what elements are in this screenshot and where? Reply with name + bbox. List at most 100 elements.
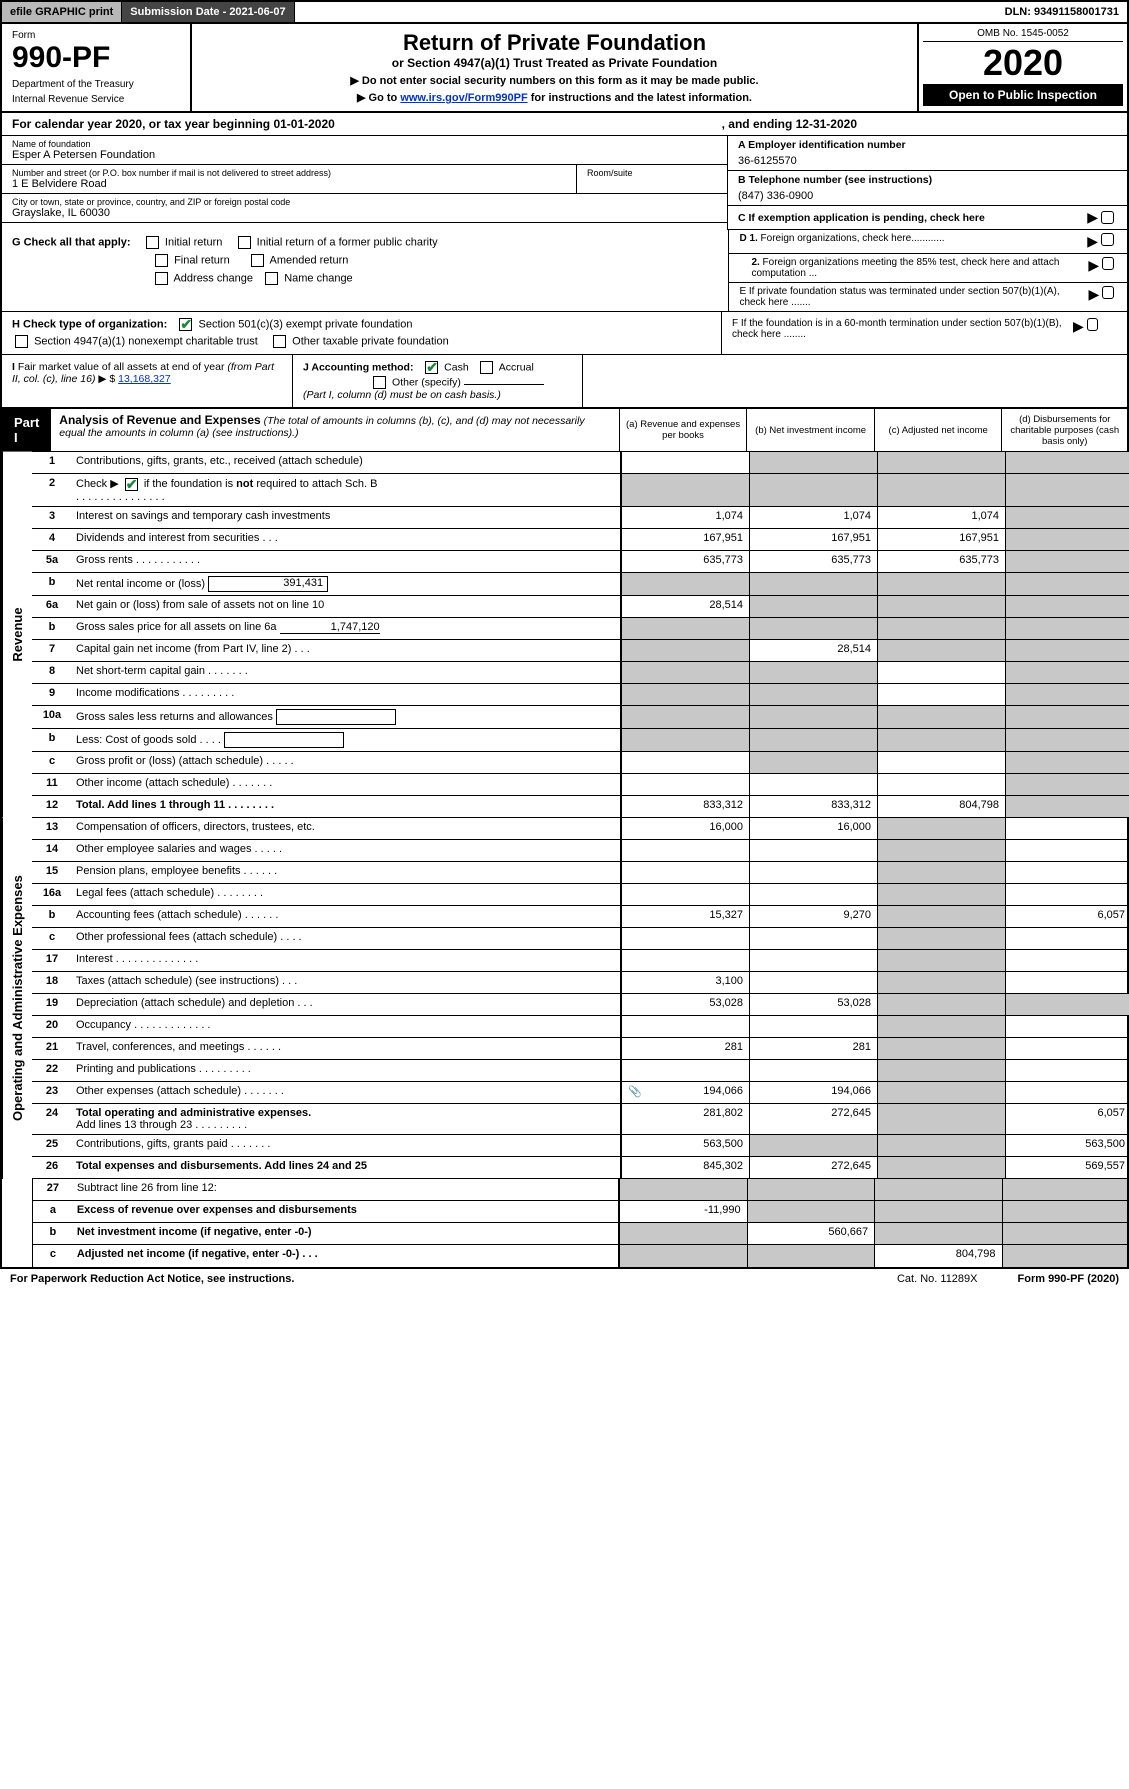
amended-checkbox[interactable] [251, 254, 264, 267]
r2-pre: Check ▶ [76, 478, 122, 490]
row-10b: b Less: Cost of goods sold . . . . [32, 729, 1129, 752]
initial-former-checkbox[interactable] [238, 236, 251, 249]
r12-text: Total. Add lines 1 through 11 . . . . . … [76, 799, 274, 811]
row-desc: Occupancy . . . . . . . . . . . . . [72, 1016, 621, 1037]
row-num: b [32, 729, 72, 751]
goto-post: for instructions and the latest informat… [528, 92, 752, 104]
goto-note: ▶ Go to www.irs.gov/Form990PF for instru… [204, 91, 905, 104]
other-taxable-checkbox[interactable] [273, 335, 286, 348]
cell-a: 845,302 [621, 1157, 749, 1178]
f-checkbox[interactable] [1087, 318, 1098, 331]
cell-b: 16,000 [749, 818, 877, 839]
row-num: 20 [32, 1016, 72, 1037]
row-12: 12 Total. Add lines 1 through 11 . . . .… [32, 796, 1129, 818]
r2-post: if the foundation is not required to att… [141, 478, 378, 490]
cell-c: 635,773 [877, 551, 1005, 572]
cell-b: 1,074 [749, 507, 877, 528]
header-left: Form 990-PF Department of the Treasury I… [2, 24, 192, 111]
row-desc: Other employee salaries and wages . . . … [72, 840, 621, 861]
cell-b: 28,514 [749, 640, 877, 661]
irs-label: Internal Revenue Service [12, 94, 180, 105]
irs-link[interactable]: www.irs.gov/Form990PF [400, 92, 527, 104]
row-num: 10a [32, 706, 72, 728]
row-num: 17 [32, 950, 72, 971]
fmv-link[interactable]: 13,168,327 [118, 373, 171, 385]
row-desc: Dividends and interest from securities .… [72, 529, 621, 550]
name-change-checkbox[interactable] [265, 272, 278, 285]
addr-label: Number and street (or P.O. box number if… [12, 168, 566, 178]
expenses-section: Operating and Administrative Expenses 13… [2, 818, 1127, 1179]
cash-checkbox[interactable] [425, 361, 438, 374]
part1-title: Analysis of Revenue and Expenses (The to… [51, 409, 618, 451]
final-return-checkbox[interactable] [155, 254, 168, 267]
row-5a: 5a Gross rents . . . . . . . . . . . 635… [32, 551, 1129, 573]
row-num: 26 [32, 1157, 72, 1178]
phone-value: (847) 336-0900 [738, 190, 1117, 202]
row-num: 23 [32, 1082, 72, 1103]
cell-a: 833,312 [621, 796, 749, 817]
address: 1 E Belvidere Road [12, 178, 566, 190]
row-desc: Legal fees (attach schedule) . . . . . .… [72, 884, 621, 905]
cell-b: 9,270 [749, 906, 877, 927]
r27c-b: Adjusted net income (if negative, enter … [77, 1248, 318, 1260]
row-desc: Capital gain net income (from Part IV, l… [72, 640, 621, 661]
row-21: 21 Travel, conferences, and meetings . .… [32, 1038, 1129, 1060]
row-num: 13 [32, 818, 72, 839]
sch-b-checkbox[interactable] [125, 478, 138, 491]
4947-checkbox[interactable] [15, 335, 28, 348]
row-desc: Subtract line 26 from line 12: [73, 1179, 619, 1200]
form-subtitle: or Section 4947(a)(1) Trust Treated as P… [204, 56, 905, 70]
paperwork-notice: For Paperwork Reduction Act Notice, see … [10, 1273, 294, 1285]
501c3-checkbox[interactable] [179, 318, 192, 331]
row-16b: b Accounting fees (attach schedule) . . … [32, 906, 1129, 928]
row-desc: Total operating and administrative expen… [72, 1104, 621, 1134]
form-label: Form [12, 30, 180, 41]
accrual-checkbox[interactable] [480, 361, 493, 374]
cell-a: 3,100 [621, 972, 749, 993]
row-desc: Adjusted net income (if negative, enter … [73, 1245, 619, 1267]
e-checkbox[interactable] [1102, 286, 1114, 299]
row-num: 27 [33, 1179, 73, 1200]
cell-a: 15,327 [621, 906, 749, 927]
info-grid: Name of foundation Esper A Petersen Foun… [0, 136, 1129, 230]
section-d: D 1. Foreign organizations, check here..… [728, 230, 1127, 311]
row-27c: c Adjusted net income (if negative, ente… [33, 1245, 1127, 1267]
row-desc: Accounting fees (attach schedule) . . . … [72, 906, 621, 927]
opt-name-change: Name change [284, 272, 353, 284]
d1-checkbox[interactable] [1101, 233, 1114, 246]
cell-a: 635,773 [621, 551, 749, 572]
dln-number: DLN: 93491158001731 [997, 2, 1127, 22]
row-16a: 16a Legal fees (attach schedule) . . . .… [32, 884, 1129, 906]
row-7: 7 Capital gain net income (from Part IV,… [32, 640, 1129, 662]
row-desc: Compensation of officers, directors, tru… [72, 818, 621, 839]
row-desc: Other expenses (attach schedule) . . . .… [72, 1082, 621, 1103]
d2-checkbox[interactable] [1102, 257, 1114, 270]
initial-return-checkbox[interactable] [146, 236, 159, 249]
row-num: 6a [32, 596, 72, 617]
j-note: (Part I, column (d) must be on cash basi… [303, 389, 572, 401]
row-5b: b Net rental income or (loss) 391,431 [32, 573, 1129, 596]
row-num: 11 [32, 774, 72, 795]
row-10c: c Gross profit or (loss) (attach schedul… [32, 752, 1129, 774]
r24-d2: Add lines 13 through 23 . . . . . . . . … [76, 1119, 247, 1131]
cell-b: 272,645 [749, 1104, 877, 1134]
attachment-icon[interactable]: 📎 [628, 1085, 642, 1098]
row-desc: Income modifications . . . . . . . . . [72, 684, 621, 705]
cell-a: 167,951 [621, 529, 749, 550]
d1-label: D 1. Foreign organizations, check here..… [739, 233, 944, 250]
col-d-header: (d) Disbursements for charitable purpose… [1001, 409, 1127, 451]
exemption-checkbox[interactable] [1101, 211, 1114, 224]
cell-b: 194,066 [749, 1082, 877, 1103]
other-method-checkbox[interactable] [373, 376, 386, 389]
phone-cell: B Telephone number (see instructions) (8… [728, 171, 1127, 206]
city-cell: City or town, state or province, country… [2, 194, 727, 223]
row-desc: Gross profit or (loss) (attach schedule)… [72, 752, 621, 773]
row-num: 21 [32, 1038, 72, 1059]
row-desc: Printing and publications . . . . . . . … [72, 1060, 621, 1081]
address-change-checkbox[interactable] [155, 272, 168, 285]
city-label: City or town, state or province, country… [12, 197, 717, 207]
r6b-box: 1,747,120 [280, 621, 380, 634]
r2-dots: . . . . . . . . . . . . . . . [76, 491, 165, 503]
row-num: b [32, 573, 72, 595]
row-desc: Interest . . . . . . . . . . . . . . [72, 950, 621, 971]
